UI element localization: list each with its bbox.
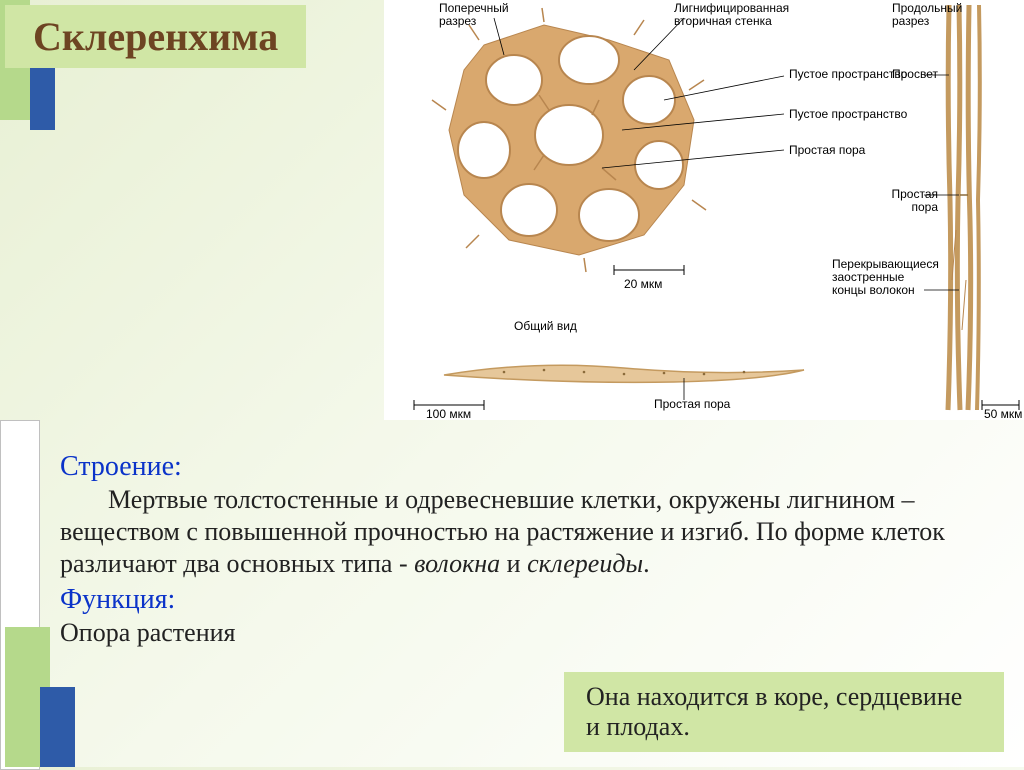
label-longitudinal: Продольныйразрез bbox=[892, 2, 962, 28]
decor-bar-blue bbox=[30, 60, 55, 130]
label-lignified: Лигнифицированнаявторичная стенка bbox=[674, 2, 789, 28]
label-empty: Пустое пространство bbox=[789, 68, 907, 81]
diagram-panel: Поперечныйразрез Лигнифицированнаявторич… bbox=[384, 0, 1024, 420]
scale-20 bbox=[614, 265, 684, 275]
decor-bar-blue-bottom bbox=[40, 687, 75, 767]
longitudinal-fibers bbox=[948, 5, 980, 410]
function-text: Опора растения bbox=[60, 617, 994, 649]
label-lumen: Просвет bbox=[892, 68, 938, 81]
label-pore3: Простая пора bbox=[654, 398, 730, 411]
label-cross-section: Поперечныйразрез bbox=[439, 2, 509, 28]
label-overlap: Перекрывающиесязаостренныеконцы волокон bbox=[832, 258, 942, 298]
label-scale100: 100 мкм bbox=[426, 408, 471, 421]
slide-title: Склеренхима bbox=[5, 5, 306, 68]
label-empty2: Пустое пространство bbox=[789, 108, 907, 121]
location-note: Она находится в коре, сердцевине и плода… bbox=[564, 672, 1004, 752]
italic-volokna: волокна bbox=[414, 549, 500, 578]
label-scale50: 50 мкм bbox=[984, 408, 1022, 421]
structure-paragraph: Мертвые толстостенные и одревесневшие кл… bbox=[60, 484, 994, 579]
body-text: Строение: Мертвые толстостенные и одреве… bbox=[60, 450, 994, 649]
structure-heading: Строение: bbox=[60, 450, 994, 484]
label-pore-r: Простая пора bbox=[878, 188, 938, 214]
italic-sklereidy: склереиды bbox=[527, 549, 643, 578]
label-pore: Простая пора bbox=[789, 144, 865, 157]
cross-section-cells bbox=[432, 8, 706, 272]
label-scale20: 20 мкм bbox=[624, 278, 662, 291]
label-general: Общий вид bbox=[514, 320, 577, 333]
function-heading: Функция: bbox=[60, 583, 994, 617]
general-fiber bbox=[444, 365, 804, 382]
